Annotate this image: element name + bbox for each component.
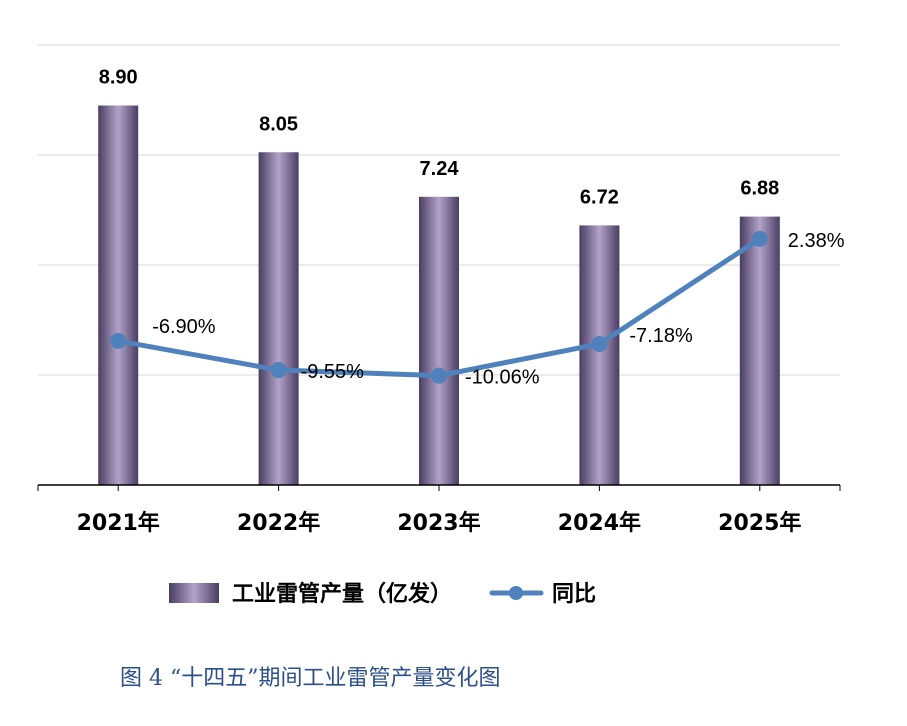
x-tick-label: 2024年 [558,510,641,536]
bar-2025年 [739,216,780,485]
bar-value-label: 6.72 [580,186,619,208]
legend: 工业雷管产量（亿发） 同比 [169,581,596,607]
yoy-value-label: -10.06% [465,367,540,389]
yoy-point [751,230,768,247]
legend-line-label: 同比 [552,581,596,607]
yoy-point [591,335,608,352]
x-tick-label: 2023年 [397,510,480,536]
yoy-value-label: -6.90% [152,316,216,338]
yoy-point [431,367,447,384]
legend-bar-label: 工业雷管产量（亿发） [232,581,452,607]
yoy-value-label: -7.18% [629,325,693,347]
x-tick-label: 2021年 [77,510,160,536]
legend-bar-swatch [169,583,219,603]
x-tick-label: 2022年 [237,510,320,536]
bar-2022年 [258,152,299,485]
bar-2021年 [98,105,139,485]
bar-value-label: 7.24 [420,158,460,180]
bar-value-label: 6.88 [740,178,779,200]
bar-value-label: 8.90 [99,67,138,89]
yoy-point [270,362,287,379]
yoy-point [110,332,127,349]
x-tick-label: 2025年 [718,510,801,536]
yoy-value-label: 2.38% [788,230,845,252]
legend-line-marker [509,586,523,600]
bar-value-label: 8.05 [259,113,298,135]
chart-caption: 图 4 “十四五”期间工业雷管产量变化图 [120,666,500,691]
bar-2023年 [419,196,459,486]
yoy-value-label: -9.55% [301,361,365,383]
bar-2024年 [579,225,620,485]
